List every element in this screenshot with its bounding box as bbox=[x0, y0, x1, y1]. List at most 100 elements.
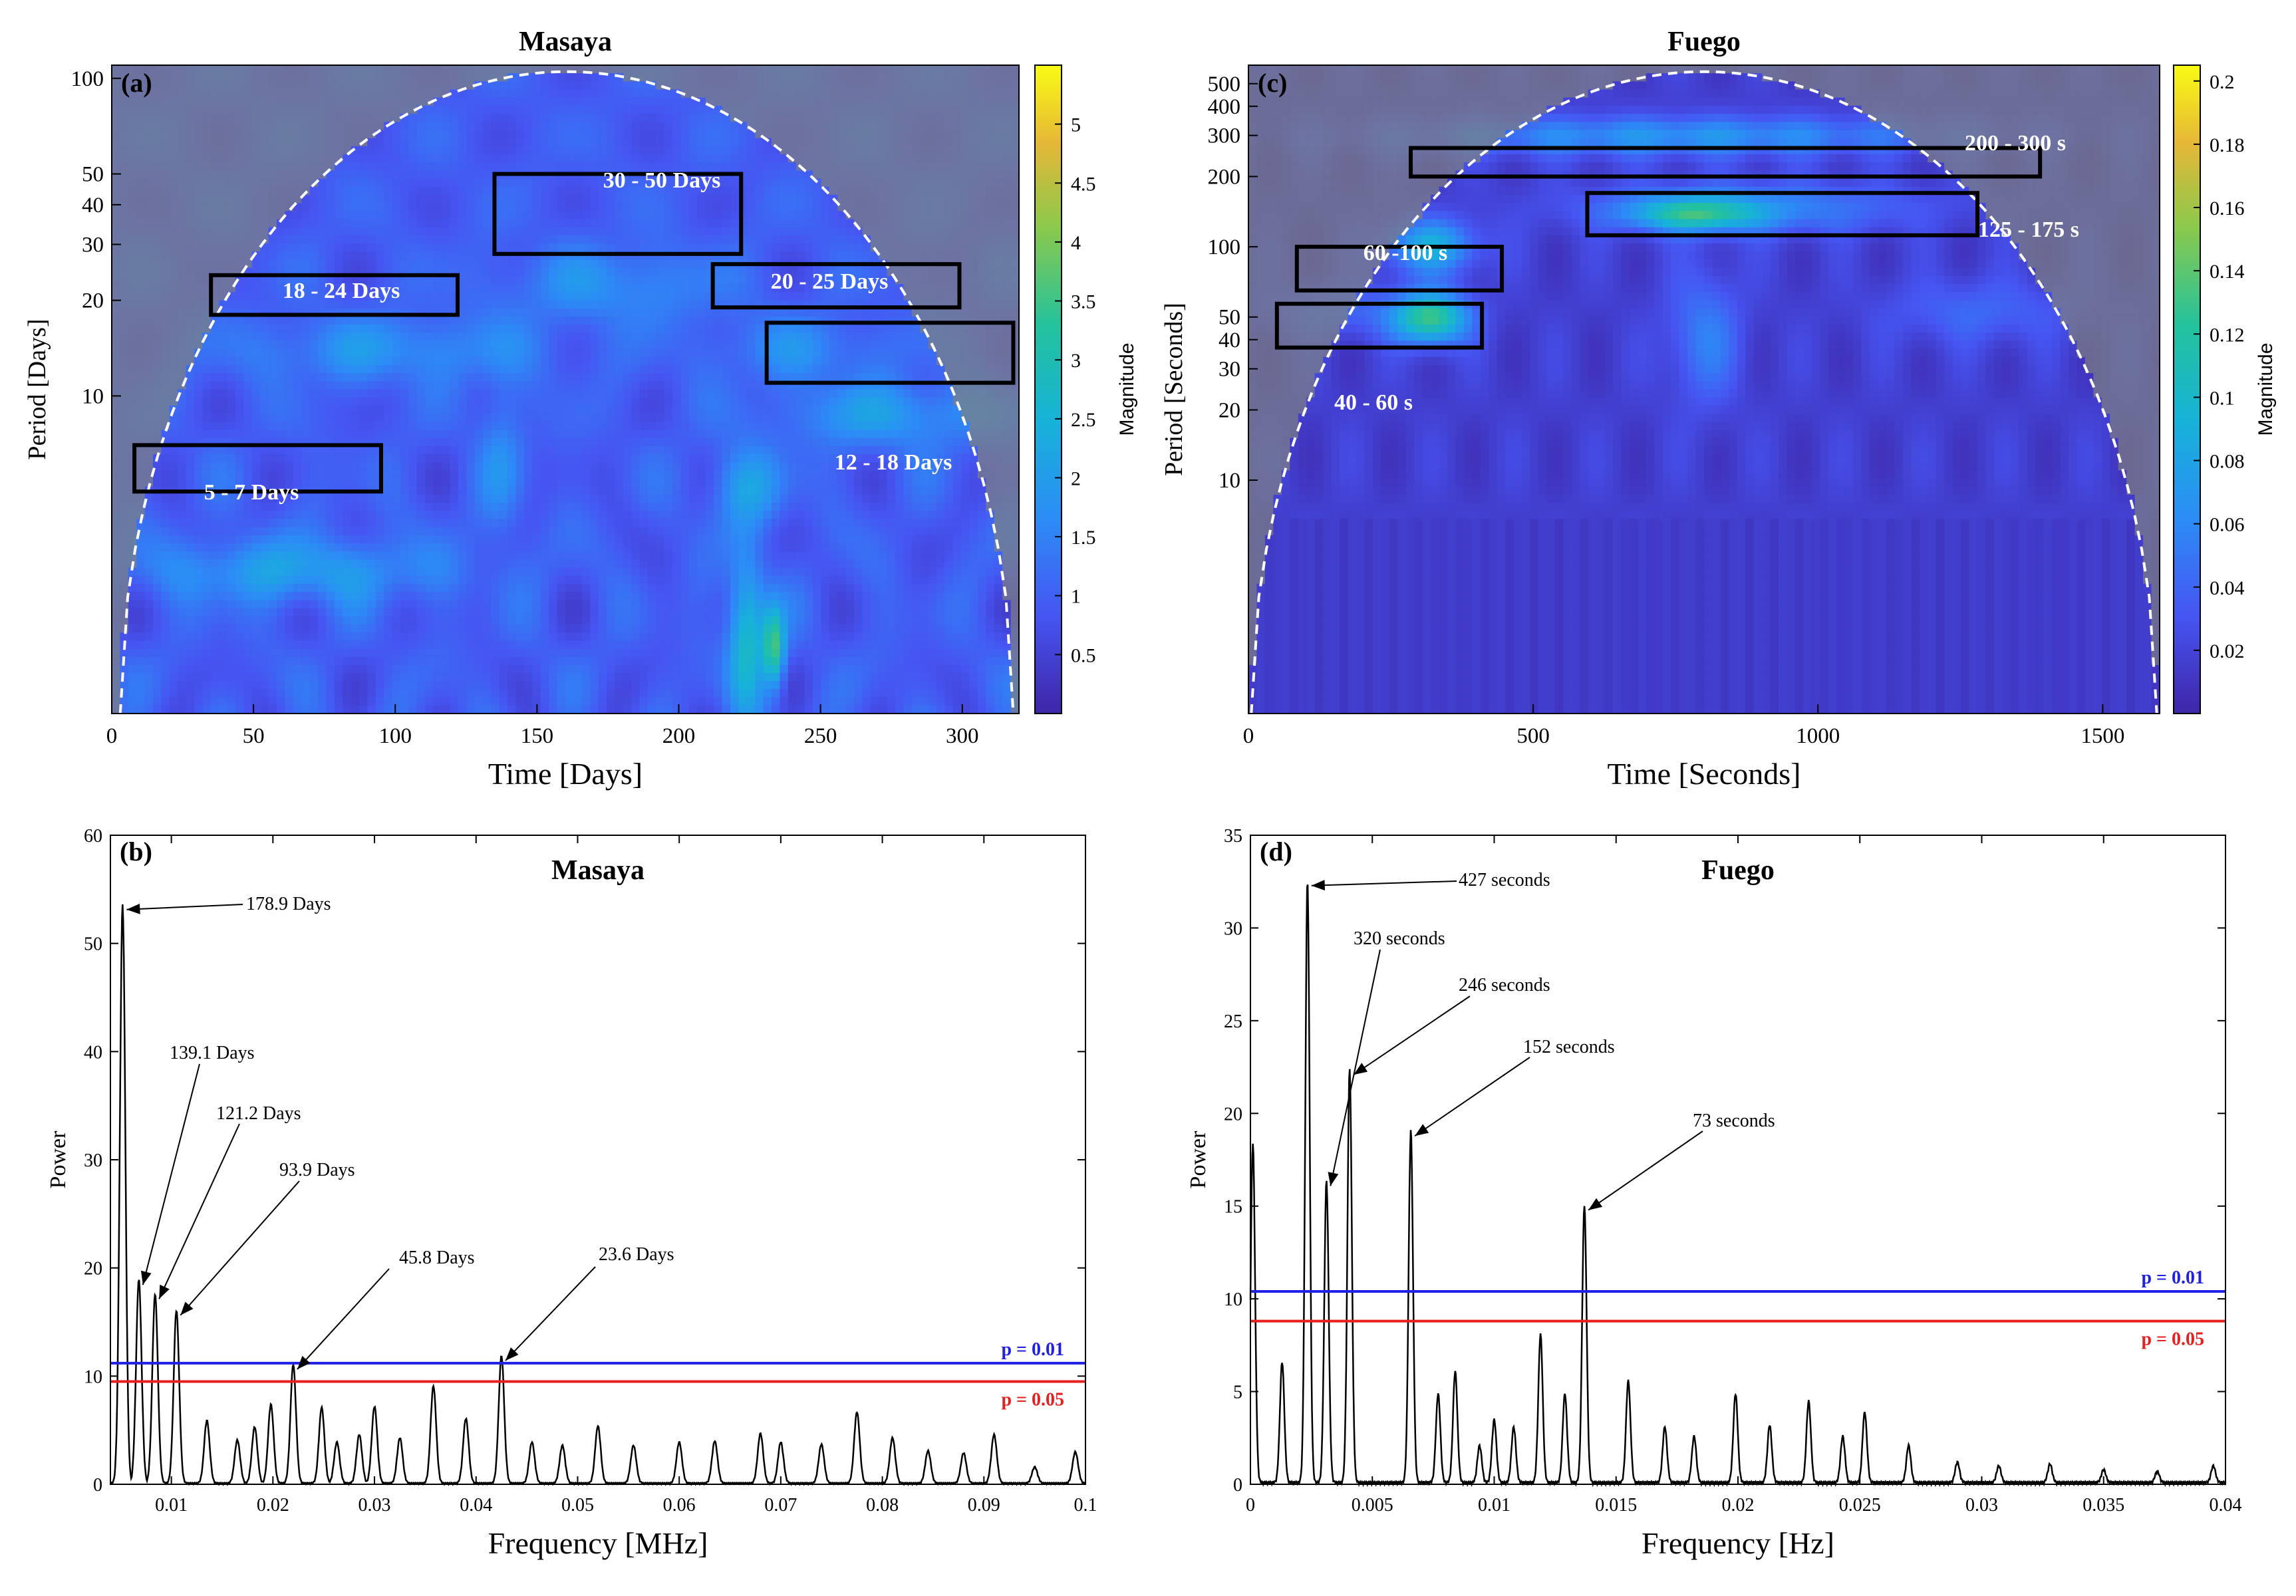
power-spectrum-line bbox=[109, 904, 1087, 1486]
period-band-box bbox=[710, 262, 962, 310]
x-tick-label: 0.025 bbox=[1839, 1495, 1881, 1516]
cone-of-influence bbox=[1250, 70, 2158, 714]
x-tick-label: 500 bbox=[1516, 724, 1550, 748]
colorbar-tick-label: 0.2 bbox=[2210, 71, 2235, 93]
x-tick-label: 0.04 bbox=[460, 1495, 492, 1516]
panel-d-periodogram-fuego: p = 0.01 p = 0.05 427 seconds 320 seconds 24… bbox=[1186, 826, 2242, 1560]
colorbar-tick-label: 0.08 bbox=[2210, 451, 2245, 473]
y-tick-label: 30 bbox=[1219, 358, 1240, 382]
peak-arrowhead bbox=[297, 1355, 311, 1370]
y-tick-label: 10 bbox=[84, 1367, 102, 1387]
colorbar-tick-label: 2 bbox=[1071, 467, 1081, 489]
peak-arrow bbox=[142, 1063, 200, 1285]
colorbar-label: Magnitude bbox=[2255, 342, 2277, 436]
panel-label: (a) bbox=[121, 68, 152, 98]
y-tick-label: 10 bbox=[1224, 1289, 1242, 1310]
x-tick-label: 0 bbox=[1243, 724, 1254, 748]
colorbar-label: Magnitude bbox=[1116, 342, 1138, 436]
y-tick-label: 25 bbox=[1224, 1011, 1242, 1032]
significance-label: p = 0.05 bbox=[1001, 1389, 1064, 1410]
y-axis-label: Power bbox=[1186, 1130, 1211, 1189]
plot-frame bbox=[111, 65, 1020, 714]
period-band-label: 30 - 50 Days bbox=[603, 168, 721, 193]
period-band-box bbox=[492, 172, 744, 256]
peak-arrowhead bbox=[1354, 1063, 1368, 1075]
period-band-box bbox=[1274, 301, 1485, 350]
colorbar-tick-label: 4.5 bbox=[1071, 173, 1096, 195]
period-band-label: 20 - 25 Days bbox=[771, 269, 889, 294]
significance-label: p = 0.05 bbox=[2141, 1329, 2204, 1350]
colorbar-tick-label: 3 bbox=[1071, 350, 1081, 372]
y-tick-label: 30 bbox=[1224, 918, 1242, 939]
y-tick-label: 35 bbox=[1224, 826, 1242, 847]
colorbar-tick-label: 0.02 bbox=[2210, 640, 2245, 662]
y-axis-label: Power bbox=[46, 1130, 71, 1189]
y-tick-label: 0 bbox=[93, 1475, 102, 1496]
colorbar bbox=[2173, 65, 2201, 714]
x-tick-label: 300 bbox=[946, 724, 979, 748]
y-tick-label: 50 bbox=[1219, 306, 1240, 330]
x-tick-label: 0.02 bbox=[257, 1495, 289, 1516]
y-tick-label: 5 bbox=[1233, 1383, 1242, 1403]
x-tick-label: 0.08 bbox=[866, 1495, 899, 1516]
panel-a-wavelet-masaya: 5 - 7 Days 18 - 24 Days 30 - 50 Days 20 - 2… bbox=[23, 27, 1138, 791]
y-tick-label: 60 bbox=[84, 826, 102, 847]
x-axis-label: Time [Seconds] bbox=[1608, 757, 1801, 791]
y-tick-label: 400 bbox=[1208, 95, 1241, 119]
peak-arrowhead bbox=[159, 1284, 170, 1299]
colorbar-tick-label: 0.14 bbox=[2210, 261, 2245, 283]
peak-arrowhead bbox=[1588, 1198, 1603, 1210]
y-tick-label: 50 bbox=[82, 163, 104, 187]
colorbar-tick-label: 0.1 bbox=[2210, 387, 2235, 409]
x-tick-label: 200 bbox=[662, 724, 696, 748]
power-spectrum-line bbox=[1249, 884, 2227, 1488]
y-axis-label: Period [Days] bbox=[23, 319, 51, 460]
colorbar bbox=[1034, 65, 1062, 714]
x-tick-label: 0.03 bbox=[1965, 1495, 1998, 1516]
x-tick-label: 0.05 bbox=[561, 1495, 594, 1516]
peak-arrow bbox=[1353, 996, 1471, 1075]
y-tick-label: 10 bbox=[82, 384, 104, 408]
x-tick-label: 0 bbox=[1246, 1495, 1255, 1516]
significance-label: p = 0.01 bbox=[1001, 1339, 1064, 1360]
peak-label: 178.9 Days bbox=[246, 894, 331, 914]
colorbar-tick-label: 2.5 bbox=[1071, 409, 1096, 431]
x-tick-label: 0.03 bbox=[359, 1495, 391, 1516]
period-band-box bbox=[1294, 245, 1505, 293]
period-band-box bbox=[1585, 191, 1979, 237]
y-axis-label: Period [Seconds] bbox=[1160, 303, 1188, 476]
x-tick-label: 0.06 bbox=[663, 1495, 696, 1516]
y-tick-label: 20 bbox=[84, 1259, 102, 1279]
peak-arrow bbox=[1588, 1130, 1703, 1211]
x-tick-label: 50 bbox=[243, 724, 265, 748]
period-band-label: 40 - 60 s bbox=[1334, 390, 1413, 415]
chart-title: Fuego bbox=[1701, 855, 1775, 886]
y-tick-label: 10 bbox=[1219, 469, 1240, 493]
colorbar-tick-label: 0.12 bbox=[2210, 324, 2245, 346]
y-tick-label: 15 bbox=[1224, 1197, 1242, 1218]
x-axis-label: Time [Days] bbox=[488, 757, 643, 791]
peak-arrowhead bbox=[180, 1301, 194, 1315]
x-tick-label: 0.02 bbox=[1722, 1495, 1755, 1516]
x-tick-label: 0.04 bbox=[2210, 1495, 2242, 1516]
x-tick-label: 0 bbox=[106, 724, 118, 748]
peak-label: 93.9 Days bbox=[279, 1160, 355, 1180]
period-band-box bbox=[1409, 146, 2043, 179]
y-tick-label: 20 bbox=[1219, 398, 1240, 422]
x-tick-label: 0.1 bbox=[1074, 1495, 1097, 1516]
peak-label: 45.8 Days bbox=[399, 1248, 475, 1268]
y-tick-label: 40 bbox=[1219, 329, 1240, 352]
peak-label: 152 seconds bbox=[1523, 1037, 1615, 1057]
panel-c-wavelet-fuego: 200 - 300 s 125 - 175 s 60 -100 s 40 - 60 s… bbox=[1160, 27, 2277, 791]
x-tick-label: 0.07 bbox=[764, 1495, 797, 1516]
period-band-label: 18 - 24 Days bbox=[283, 279, 400, 303]
x-tick-label: 0.01 bbox=[1478, 1495, 1510, 1516]
x-tick-label: 0.005 bbox=[1352, 1495, 1393, 1516]
y-tick-label: 30 bbox=[84, 1150, 102, 1171]
colorbar-tick-label: 1.5 bbox=[1071, 527, 1096, 549]
peak-arrow bbox=[158, 1123, 240, 1299]
peak-label: 139.1 Days bbox=[170, 1043, 255, 1063]
x-tick-label: 100 bbox=[379, 724, 412, 748]
cone-of-influence bbox=[118, 70, 1015, 714]
